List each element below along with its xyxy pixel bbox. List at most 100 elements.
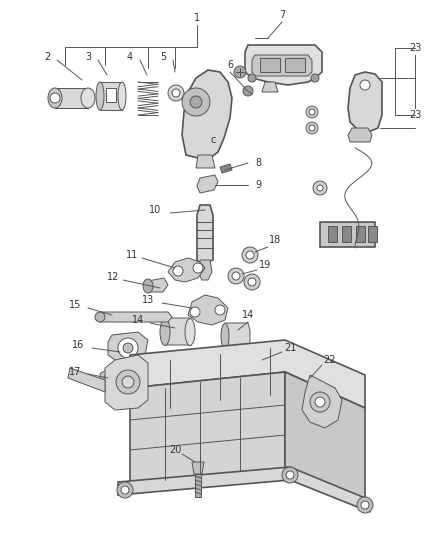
Circle shape	[190, 307, 200, 317]
Polygon shape	[302, 375, 342, 428]
Circle shape	[172, 89, 180, 97]
Circle shape	[309, 125, 315, 131]
Bar	[368, 226, 377, 242]
Text: 13: 13	[142, 295, 154, 305]
Bar	[260, 58, 280, 72]
Circle shape	[248, 278, 256, 286]
Ellipse shape	[160, 319, 170, 345]
Circle shape	[310, 392, 330, 412]
Polygon shape	[130, 340, 365, 408]
Polygon shape	[55, 88, 88, 108]
Ellipse shape	[81, 88, 95, 108]
Bar	[106, 88, 116, 102]
Polygon shape	[220, 164, 232, 173]
Text: 22: 22	[324, 355, 336, 365]
Bar	[328, 226, 337, 242]
Ellipse shape	[48, 88, 62, 108]
Circle shape	[309, 109, 315, 115]
Text: 11: 11	[126, 250, 138, 260]
Text: 21: 21	[284, 343, 296, 353]
Text: 14: 14	[132, 315, 144, 325]
Polygon shape	[197, 175, 218, 193]
Circle shape	[168, 85, 184, 101]
Text: 1: 1	[194, 13, 200, 23]
Polygon shape	[130, 372, 285, 487]
Polygon shape	[285, 372, 365, 500]
Circle shape	[123, 343, 133, 353]
Polygon shape	[198, 260, 212, 280]
Circle shape	[357, 497, 373, 513]
Circle shape	[116, 370, 140, 394]
Polygon shape	[118, 467, 370, 512]
Polygon shape	[105, 355, 148, 410]
Polygon shape	[197, 205, 213, 265]
Polygon shape	[348, 128, 372, 142]
Text: 10: 10	[149, 205, 161, 215]
Polygon shape	[147, 278, 168, 292]
Polygon shape	[168, 258, 205, 282]
Circle shape	[286, 471, 294, 479]
Circle shape	[246, 251, 254, 259]
Text: 2: 2	[44, 52, 50, 62]
Circle shape	[248, 74, 256, 82]
Circle shape	[252, 356, 264, 368]
Circle shape	[122, 376, 134, 388]
Circle shape	[315, 397, 325, 407]
Circle shape	[50, 93, 60, 103]
Text: 12: 12	[107, 272, 119, 282]
Bar	[285, 58, 305, 72]
Circle shape	[360, 80, 370, 90]
Circle shape	[121, 486, 129, 494]
Text: 7: 7	[279, 10, 285, 20]
Circle shape	[306, 106, 318, 118]
Polygon shape	[188, 295, 228, 325]
Circle shape	[243, 86, 253, 96]
Circle shape	[190, 96, 202, 108]
Circle shape	[228, 268, 244, 284]
Ellipse shape	[143, 279, 153, 293]
Ellipse shape	[118, 82, 126, 110]
Ellipse shape	[185, 319, 195, 345]
Circle shape	[244, 274, 260, 290]
Text: 8: 8	[255, 158, 261, 168]
Circle shape	[117, 482, 133, 498]
Circle shape	[182, 88, 210, 116]
Text: 4: 4	[127, 52, 133, 62]
Text: 16: 16	[72, 340, 84, 350]
Text: 23: 23	[409, 43, 421, 53]
Circle shape	[313, 181, 327, 195]
Circle shape	[232, 272, 240, 280]
Circle shape	[193, 263, 203, 273]
Bar	[356, 226, 365, 242]
Text: 19: 19	[259, 260, 271, 270]
Bar	[320, 222, 375, 247]
Polygon shape	[192, 462, 204, 474]
Circle shape	[282, 467, 298, 483]
Text: c: c	[210, 135, 215, 145]
Polygon shape	[262, 82, 278, 92]
Text: 14: 14	[242, 310, 254, 320]
Polygon shape	[100, 369, 116, 387]
Circle shape	[255, 359, 261, 365]
Polygon shape	[162, 318, 193, 345]
Circle shape	[361, 501, 369, 509]
Text: 20: 20	[169, 445, 181, 455]
Text: 17: 17	[69, 367, 81, 377]
Polygon shape	[195, 474, 201, 497]
Ellipse shape	[221, 324, 229, 349]
Circle shape	[311, 74, 319, 82]
Polygon shape	[245, 45, 322, 85]
Circle shape	[317, 185, 323, 191]
Circle shape	[242, 247, 258, 263]
Circle shape	[306, 122, 318, 134]
Polygon shape	[196, 155, 215, 168]
Polygon shape	[68, 368, 105, 392]
Text: 18: 18	[269, 235, 281, 245]
Circle shape	[118, 338, 138, 358]
Polygon shape	[108, 332, 148, 362]
Text: 5: 5	[160, 52, 166, 62]
Polygon shape	[182, 70, 232, 158]
Circle shape	[173, 266, 183, 276]
Polygon shape	[100, 82, 122, 110]
Circle shape	[234, 66, 246, 78]
